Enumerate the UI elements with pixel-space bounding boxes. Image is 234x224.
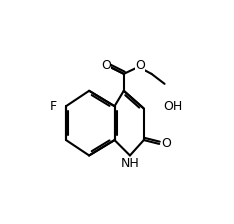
- Text: NH: NH: [121, 157, 139, 170]
- Text: F: F: [50, 100, 57, 113]
- Text: OH: OH: [163, 100, 182, 114]
- Text: O: O: [101, 59, 111, 72]
- Text: O: O: [161, 137, 171, 151]
- Text: O: O: [135, 59, 145, 72]
